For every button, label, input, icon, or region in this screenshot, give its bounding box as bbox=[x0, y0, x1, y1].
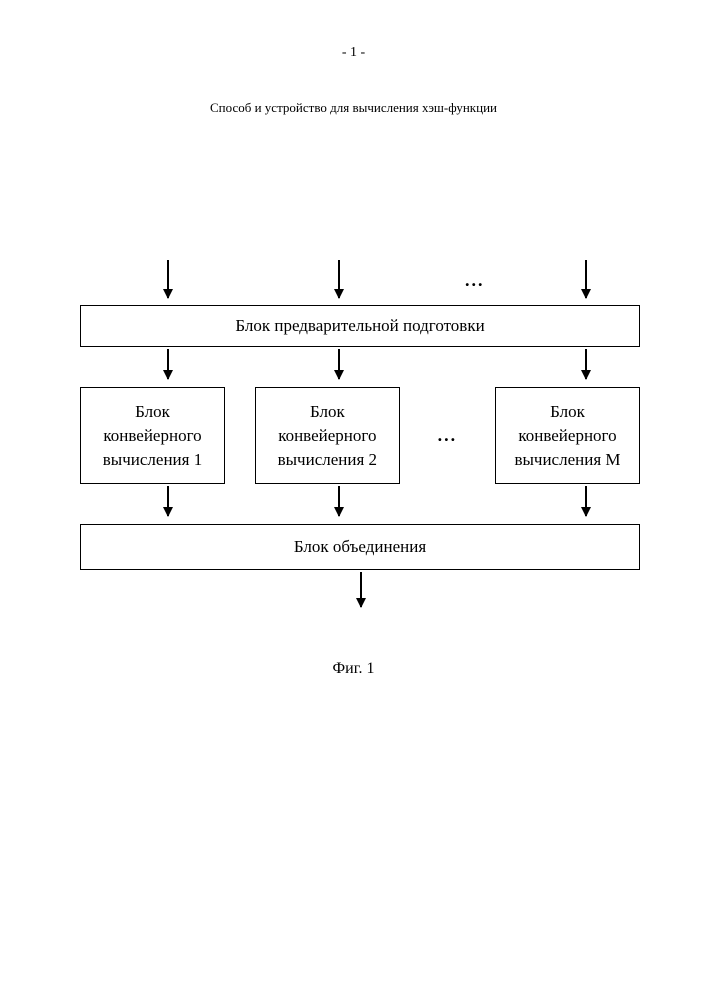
input-arrow-3 bbox=[585, 260, 587, 298]
input-ellipsis: ... bbox=[465, 270, 485, 291]
output-arrow bbox=[360, 572, 362, 607]
preparation-block: Блок предварительной подготовки bbox=[80, 305, 640, 347]
merge-arrow-3 bbox=[585, 486, 587, 516]
pipeline-block-m: Блок конвейерного вычисления M bbox=[495, 387, 640, 484]
input-arrow-1 bbox=[167, 260, 169, 298]
input-arrow-2 bbox=[338, 260, 340, 298]
pipeline-block-1: Блок конвейерного вычисления 1 bbox=[80, 387, 225, 484]
merge-block: Блок объединения bbox=[80, 524, 640, 570]
pipeline-2-line1: Блок bbox=[264, 400, 391, 424]
pipeline-2-line2: конвейерного bbox=[264, 424, 391, 448]
figure-caption: Фиг. 1 bbox=[333, 660, 375, 678]
prep-arrow-2 bbox=[338, 349, 340, 379]
pipeline-1-line2: конвейерного bbox=[89, 424, 216, 448]
pipeline-1-line1: Блок bbox=[89, 400, 216, 424]
pipeline-ellipsis: ... bbox=[430, 387, 466, 484]
pipeline-m-line2: конвейерного bbox=[504, 424, 631, 448]
pipeline-m-line1: Блок bbox=[504, 400, 631, 424]
prep-arrow-3 bbox=[585, 349, 587, 379]
pipeline-1-line3: вычисления 1 bbox=[89, 448, 216, 472]
page-number: - 1 - bbox=[342, 45, 365, 61]
page-title: Способ и устройство для вычисления хэш-ф… bbox=[210, 100, 497, 116]
pipeline-to-merge-arrows bbox=[80, 484, 640, 524]
input-arrows-row: ... bbox=[80, 255, 640, 305]
prep-to-pipeline-arrows bbox=[80, 347, 640, 387]
pipeline-blocks-row: Блок конвейерного вычисления 1 Блок конв… bbox=[80, 387, 640, 484]
merge-arrow-2 bbox=[338, 486, 340, 516]
pipeline-m-line3: вычисления M bbox=[504, 448, 631, 472]
pipeline-block-2: Блок конвейерного вычисления 2 bbox=[255, 387, 400, 484]
flowchart-diagram: ... Блок предварительной подготовки Блок… bbox=[80, 255, 640, 615]
prep-arrow-1 bbox=[167, 349, 169, 379]
pipeline-2-line3: вычисления 2 bbox=[264, 448, 391, 472]
merge-arrow-1 bbox=[167, 486, 169, 516]
output-arrow-row bbox=[80, 570, 640, 615]
